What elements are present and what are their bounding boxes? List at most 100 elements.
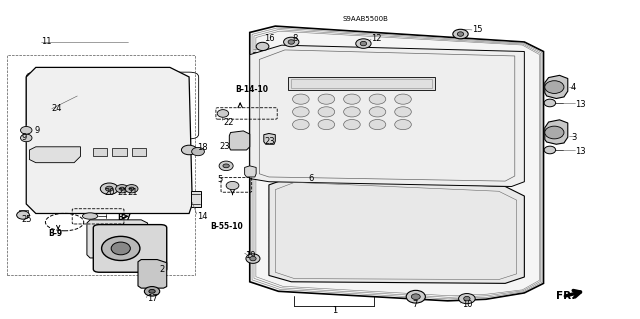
Polygon shape (229, 131, 250, 150)
Bar (113, 148, 127, 156)
Ellipse shape (217, 110, 228, 117)
Ellipse shape (226, 182, 239, 190)
Ellipse shape (149, 289, 156, 293)
Ellipse shape (106, 186, 113, 191)
Ellipse shape (116, 185, 129, 193)
Polygon shape (87, 220, 148, 258)
Ellipse shape (318, 107, 335, 117)
Ellipse shape (83, 213, 98, 219)
Ellipse shape (17, 211, 29, 219)
Ellipse shape (288, 40, 294, 44)
Ellipse shape (292, 107, 309, 117)
Ellipse shape (223, 164, 229, 168)
Bar (7, 55, 195, 275)
Polygon shape (250, 26, 543, 301)
Text: 18: 18 (197, 143, 208, 152)
Text: 8: 8 (292, 34, 298, 43)
Ellipse shape (125, 185, 138, 193)
Ellipse shape (344, 94, 360, 104)
Ellipse shape (544, 99, 556, 107)
Text: 4: 4 (571, 83, 576, 92)
Ellipse shape (344, 120, 360, 130)
Text: 23: 23 (219, 142, 230, 151)
Text: 21: 21 (127, 188, 138, 197)
Text: 10: 10 (462, 300, 472, 309)
Bar (132, 148, 146, 156)
Ellipse shape (369, 107, 386, 117)
Ellipse shape (464, 296, 470, 301)
Polygon shape (545, 120, 568, 144)
Text: S9AAB5500B: S9AAB5500B (342, 16, 388, 22)
Ellipse shape (344, 107, 360, 117)
Ellipse shape (20, 134, 32, 142)
Text: 2: 2 (159, 264, 164, 274)
Bar (191, 191, 200, 207)
Bar (288, 77, 435, 90)
Text: FR.: FR. (556, 291, 575, 301)
Text: 17: 17 (148, 294, 158, 303)
Ellipse shape (395, 107, 412, 117)
Ellipse shape (545, 126, 564, 139)
FancyBboxPatch shape (93, 225, 167, 272)
Text: 13: 13 (575, 100, 586, 109)
Ellipse shape (395, 94, 412, 104)
Ellipse shape (120, 187, 125, 190)
Text: 11: 11 (41, 37, 51, 46)
Text: 21: 21 (117, 188, 127, 197)
Ellipse shape (111, 242, 131, 255)
Text: 13: 13 (575, 147, 586, 156)
Text: 14: 14 (196, 211, 207, 220)
Text: 24: 24 (52, 104, 62, 113)
Polygon shape (545, 75, 568, 99)
Ellipse shape (459, 293, 475, 304)
Text: 20: 20 (105, 188, 115, 197)
Ellipse shape (369, 94, 386, 104)
Ellipse shape (544, 146, 556, 154)
Ellipse shape (250, 256, 256, 261)
Ellipse shape (545, 81, 564, 93)
Ellipse shape (20, 126, 32, 134)
Text: B-55-10: B-55-10 (210, 222, 243, 231)
Text: 25: 25 (21, 215, 31, 224)
Ellipse shape (412, 294, 420, 300)
Text: 5: 5 (218, 175, 223, 184)
Text: 12: 12 (371, 34, 381, 43)
Polygon shape (26, 67, 192, 213)
Text: 9: 9 (21, 133, 26, 142)
Ellipse shape (406, 290, 426, 303)
Ellipse shape (191, 147, 204, 156)
Polygon shape (264, 133, 275, 144)
Ellipse shape (129, 187, 134, 190)
Ellipse shape (395, 120, 412, 130)
Text: B-7: B-7 (118, 213, 132, 222)
Bar (93, 148, 108, 156)
Ellipse shape (100, 183, 118, 195)
Text: 1: 1 (332, 306, 337, 315)
Ellipse shape (219, 161, 233, 171)
Text: 9: 9 (35, 126, 40, 135)
Text: 6: 6 (308, 174, 314, 183)
Ellipse shape (292, 120, 309, 130)
Ellipse shape (458, 32, 464, 36)
Text: 3: 3 (571, 133, 577, 142)
Bar (291, 78, 432, 88)
Text: 16: 16 (264, 34, 275, 43)
Bar (19, 210, 28, 214)
Polygon shape (250, 45, 524, 187)
Text: B-14-10: B-14-10 (236, 85, 269, 94)
Ellipse shape (246, 254, 260, 263)
Ellipse shape (453, 29, 468, 39)
Polygon shape (29, 147, 81, 163)
Text: 19: 19 (244, 251, 255, 260)
Ellipse shape (181, 145, 196, 155)
Ellipse shape (318, 94, 335, 104)
Text: B-9: B-9 (49, 229, 63, 238)
Text: 22: 22 (223, 117, 234, 127)
Text: 7: 7 (413, 300, 418, 309)
Text: 23: 23 (264, 137, 275, 145)
Ellipse shape (102, 236, 140, 261)
Polygon shape (269, 177, 524, 283)
Ellipse shape (369, 120, 386, 130)
Ellipse shape (256, 42, 269, 50)
Polygon shape (138, 260, 167, 288)
